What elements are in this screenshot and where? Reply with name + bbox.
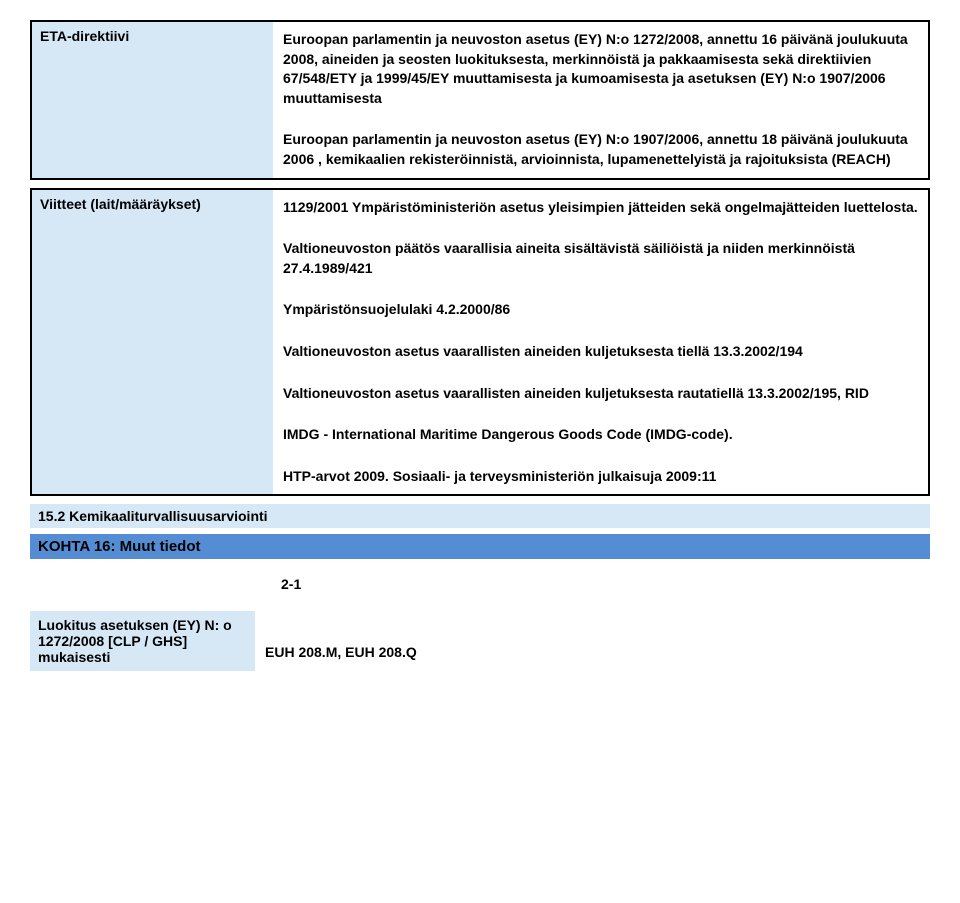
eta-para1: Euroopan parlamentin ja neuvoston asetus… bbox=[283, 30, 918, 108]
section-15-2: 15.2 Kemikaaliturvallisuusarviointi bbox=[30, 504, 930, 528]
viitteet-para4: Valtioneuvoston asetus vaarallisten aine… bbox=[283, 342, 918, 362]
page-container: ETA-direktiivi Euroopan parlamentin ja n… bbox=[0, 0, 960, 699]
viitteet-para1: 1129/2001 Ympäristöministeriön asetus yl… bbox=[283, 198, 918, 218]
post-label-spacer bbox=[30, 567, 271, 603]
post-row-2: Luokitus asetuksen (EY) N: o 1272/2008 [… bbox=[30, 611, 930, 671]
viitteet-para3: Ympäristönsuojelulaki 4.2.2000/86 bbox=[283, 300, 918, 320]
viitteet-row: Viitteet (lait/määräykset) 1129/2001 Ymp… bbox=[30, 188, 930, 497]
viitteet-label: Viitteet (lait/määräykset) bbox=[32, 190, 273, 495]
post-value-2: EUH 208.M, EUH 208.Q bbox=[255, 635, 930, 671]
viitteet-para7: HTP-arvot 2009. Sosiaali- ja terveysmini… bbox=[283, 467, 918, 487]
eta-direktiivi-row: ETA-direktiivi Euroopan parlamentin ja n… bbox=[30, 20, 930, 180]
viitteet-para5: Valtioneuvoston asetus vaarallisten aine… bbox=[283, 384, 918, 404]
section-16-header: KOHTA 16: Muut tiedot bbox=[30, 534, 930, 559]
post-value-1: 2-1 bbox=[271, 567, 930, 603]
post-row-1: 2-1 bbox=[30, 567, 930, 603]
viitteet-content: 1129/2001 Ympäristöministeriön asetus yl… bbox=[273, 190, 928, 495]
viitteet-para2: Valtioneuvoston päätös vaarallisia ainei… bbox=[283, 239, 918, 278]
eta-para2: Euroopan parlamentin ja neuvoston asetus… bbox=[283, 130, 918, 169]
viitteet-para6: IMDG - International Maritime Dangerous … bbox=[283, 425, 918, 445]
eta-direktiivi-content: Euroopan parlamentin ja neuvoston asetus… bbox=[273, 22, 928, 178]
eta-direktiivi-label: ETA-direktiivi bbox=[32, 22, 273, 178]
luokitus-label: Luokitus asetuksen (EY) N: o 1272/2008 [… bbox=[30, 611, 255, 671]
